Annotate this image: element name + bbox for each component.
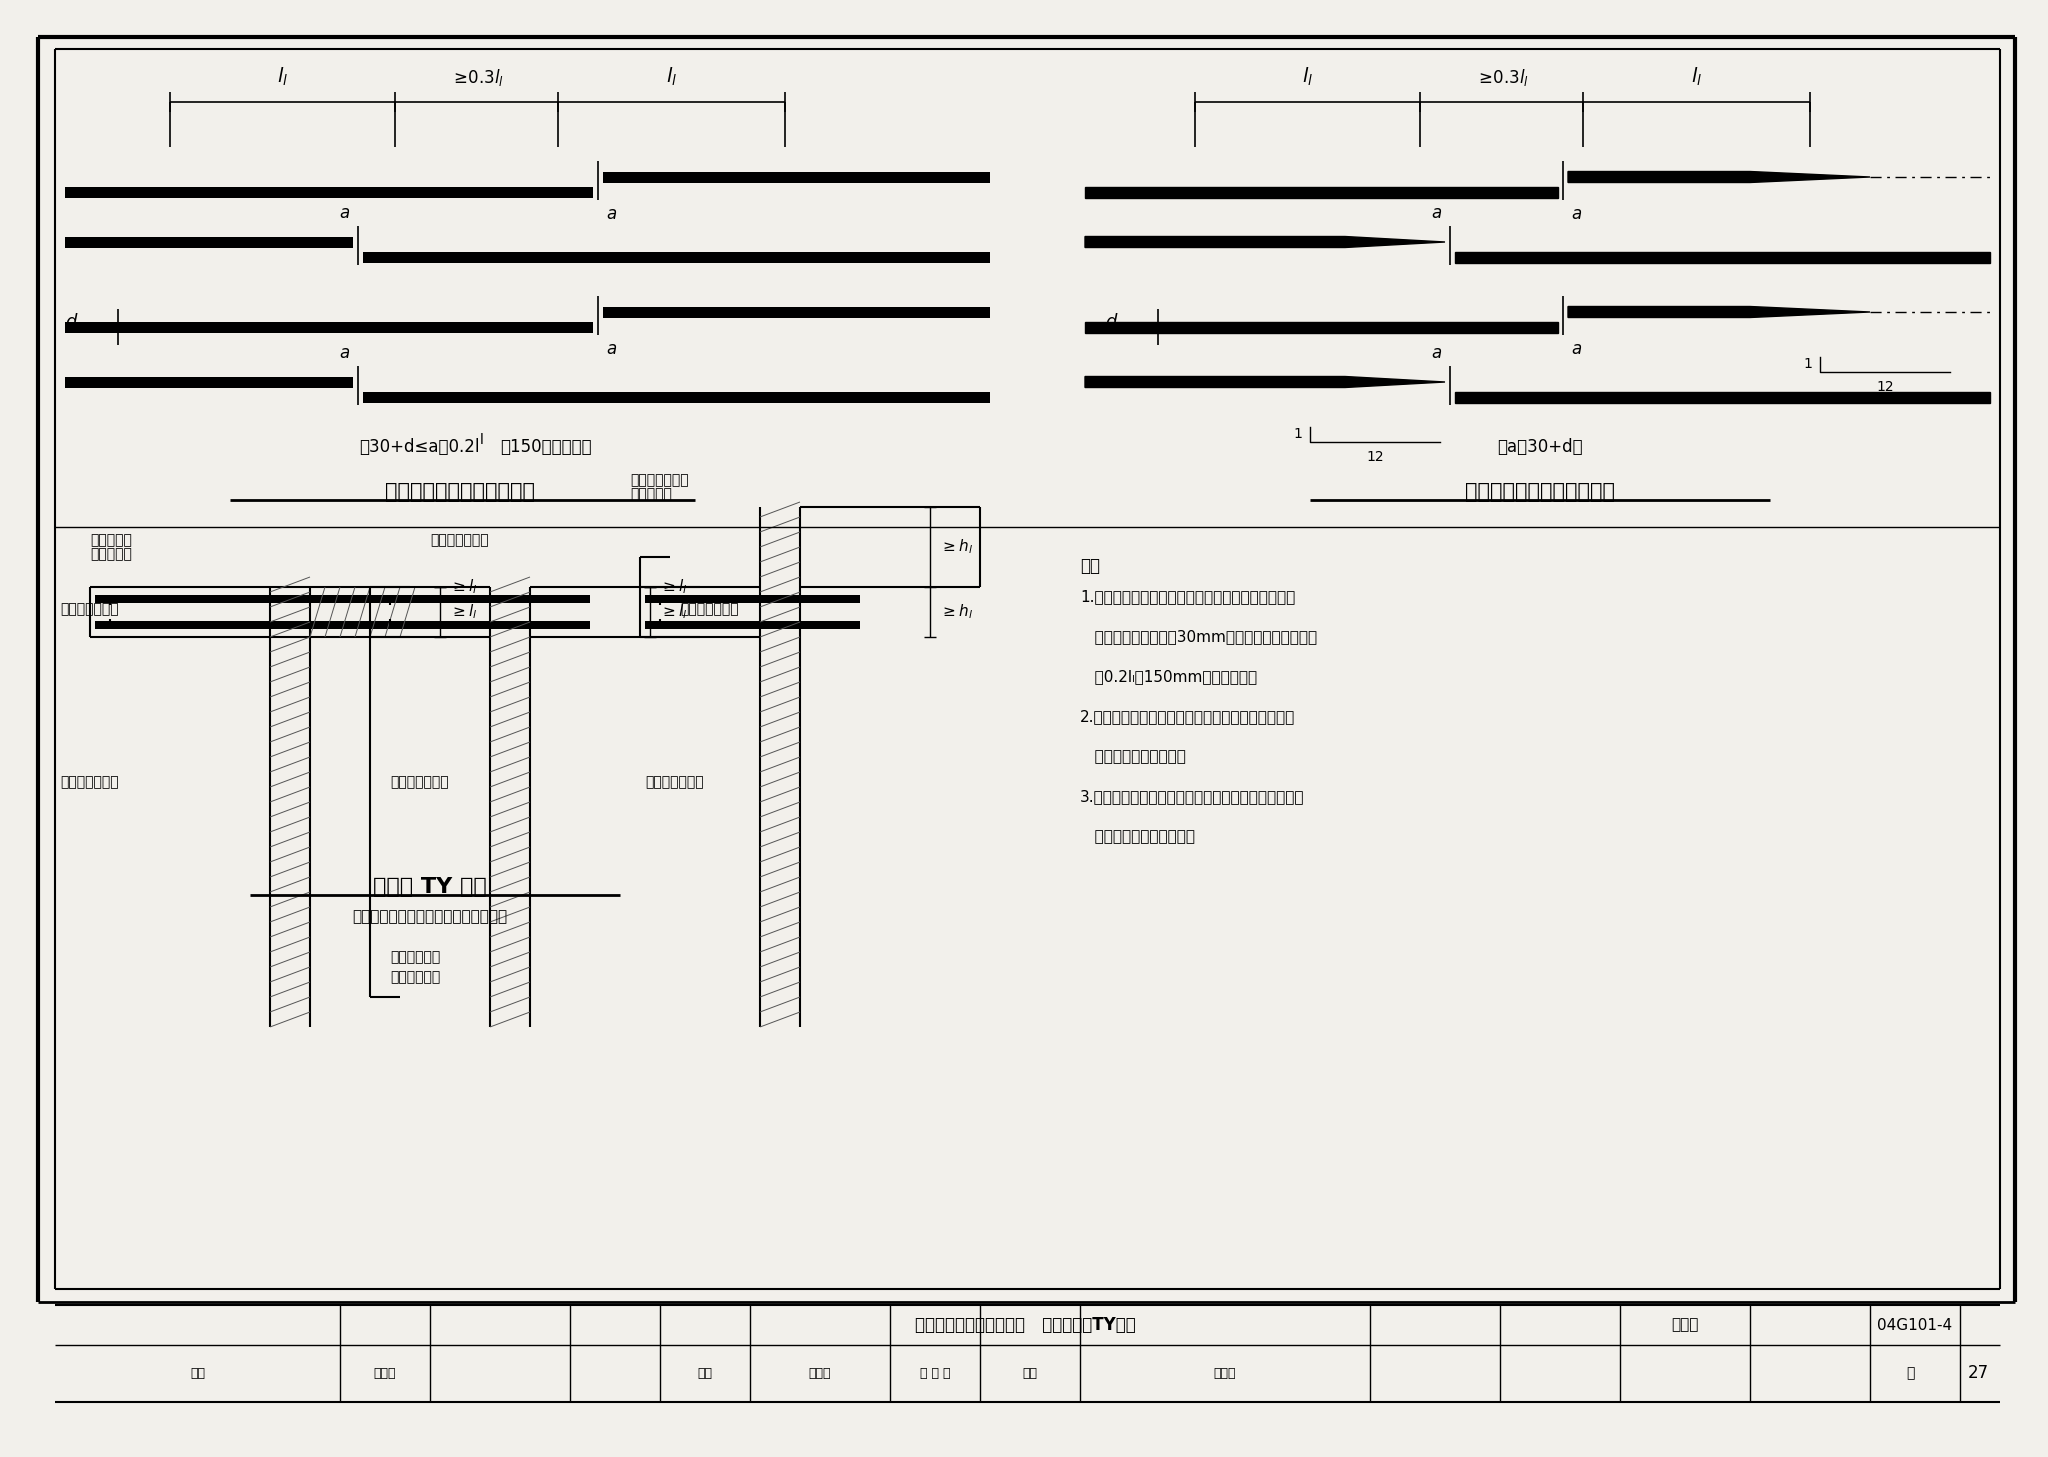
Text: $a$: $a$ — [606, 341, 616, 358]
Polygon shape — [1085, 186, 1559, 198]
Polygon shape — [1085, 322, 1559, 332]
Text: $\geq l_l$: $\geq l_l$ — [451, 577, 477, 596]
Text: 12: 12 — [1366, 450, 1384, 463]
Bar — [66, 376, 352, 388]
Text: $l_l$: $l_l$ — [276, 66, 289, 87]
Text: 纵向钢筋非接触搭接构造二: 纵向钢筋非接触搭接构造二 — [1464, 482, 1616, 503]
Text: $l_l$: $l_l$ — [1303, 66, 1313, 87]
Text: 27: 27 — [1968, 1365, 1989, 1383]
Text: $\geq l_l$: $\geq l_l$ — [659, 603, 688, 621]
Text: 12: 12 — [1876, 380, 1894, 393]
Text: 的钢筋净距不宜小于30mm，且钢筋中心距不应大: 的钢筋净距不宜小于30mm，且钢筋中心距不应大 — [1079, 629, 1317, 644]
Text: $\geq l_l$: $\geq l_l$ — [659, 577, 688, 596]
Text: $\geq h_l$: $\geq h_l$ — [940, 603, 973, 621]
Text: $a$: $a$ — [1571, 205, 1583, 223]
Text: （a＝30+d）: （a＝30+d） — [1497, 439, 1583, 456]
Text: $a$: $a$ — [1432, 205, 1442, 221]
Polygon shape — [1085, 236, 1446, 248]
Text: 纵向钢筋非接触搭接构造一: 纵向钢筋非接触搭接构造一 — [385, 482, 535, 503]
Text: 陈青永: 陈青永 — [1214, 1367, 1237, 1380]
Text: 详具体设计: 详具体设计 — [631, 487, 672, 501]
Text: 页: 页 — [1907, 1367, 1915, 1380]
Bar — [375, 621, 590, 629]
Bar — [645, 621, 860, 629]
Text: 檐板配筋图: 檐板配筋图 — [90, 533, 131, 546]
Bar — [66, 322, 594, 332]
Text: 1: 1 — [1802, 357, 1812, 372]
Polygon shape — [1569, 172, 1870, 182]
Text: 刘其祥: 刘其祥 — [809, 1367, 831, 1380]
Text: 悬挑板受力钢筋: 悬挑板受力钢筋 — [430, 533, 489, 546]
Bar — [94, 594, 389, 603]
Text: 采用非接触搭接构造二。: 采用非接触搭接构造二。 — [1079, 829, 1194, 844]
Text: 构造筋、分布筋: 构造筋、分布筋 — [389, 775, 449, 790]
Text: 注：: 注： — [1079, 557, 1100, 576]
Bar — [362, 252, 989, 262]
Text: 2.在搭接范围内，相互搭接的纵筋与横向钢筋的每个: 2.在搭接范围内，相互搭接的纵筋与横向钢筋的每个 — [1079, 710, 1294, 724]
Text: $\geq l_l$: $\geq l_l$ — [451, 603, 477, 621]
Text: 交叉点均应进行绑扎。: 交叉点均应进行绑扎。 — [1079, 749, 1186, 763]
Text: 详具体设计: 详具体设计 — [90, 546, 131, 561]
Text: 悬挑板受力钢筋: 悬挑板受力钢筋 — [680, 602, 739, 616]
Text: 图详具体设计: 图详具体设计 — [389, 970, 440, 983]
Text: 1.当采用非接触方式的绑扎搭接连接时，其搭接部位: 1.当采用非接触方式的绑扎搭接连接时，其搭接部位 — [1079, 589, 1294, 605]
Bar — [375, 594, 590, 603]
Text: $\geq h_l$: $\geq h_l$ — [940, 538, 973, 557]
Text: 板挑檐 TY 构造: 板挑檐 TY 构造 — [373, 877, 487, 898]
Bar — [602, 172, 989, 182]
Bar — [66, 186, 594, 198]
Text: 设计: 设计 — [1022, 1367, 1038, 1380]
Bar — [94, 621, 389, 629]
Text: $l_l$: $l_l$ — [666, 66, 678, 87]
Text: $a$: $a$ — [1432, 345, 1442, 361]
Text: $d$: $d$ — [66, 313, 78, 331]
Text: 校对: 校对 — [698, 1367, 713, 1380]
Text: 悬挑板受力钢筋: 悬挑板受力钢筋 — [59, 602, 119, 616]
Bar — [362, 392, 989, 402]
Bar — [645, 594, 860, 603]
Text: $l_l$: $l_l$ — [1692, 66, 1702, 87]
Text: 陈幼嘤: 陈幼嘤 — [373, 1367, 395, 1380]
Text: $a$: $a$ — [1571, 341, 1583, 358]
Bar — [602, 306, 989, 318]
Text: 构造筋、分布筋: 构造筋、分布筋 — [645, 775, 705, 790]
Polygon shape — [1569, 306, 1870, 318]
Polygon shape — [1085, 376, 1446, 388]
Text: 纵向钢筋非接触搭接构造   悬挑板挑檐TY构造: 纵向钢筋非接触搭接构造 悬挑板挑檐TY构造 — [915, 1316, 1135, 1335]
Text: 审核: 审核 — [190, 1367, 205, 1380]
Polygon shape — [1454, 392, 1991, 402]
Text: 于0.2lₗ及150mm中的较小者。: 于0.2lₗ及150mm中的较小者。 — [1079, 669, 1257, 683]
Text: 图集号: 图集号 — [1671, 1317, 1698, 1333]
Polygon shape — [1454, 252, 1991, 262]
Text: 04G101-4: 04G101-4 — [1878, 1317, 1952, 1333]
Text: $a$: $a$ — [606, 205, 616, 223]
Text: $\geq\!0.3l_l$: $\geq\!0.3l_l$ — [1475, 67, 1528, 87]
Text: （30+d≤a＜0.2l: （30+d≤a＜0.2l — [360, 439, 479, 456]
Text: l: l — [479, 433, 483, 447]
Bar — [66, 236, 352, 248]
Text: （悬挑板端部钢筋在檐板内连接构造）: （悬挑板端部钢筋在檐板内连接构造） — [352, 909, 508, 925]
Text: 构造筋、分布筋: 构造筋、分布筋 — [59, 775, 119, 790]
Text: 刘 其 绎: 刘 其 绎 — [920, 1367, 950, 1380]
Text: $a$: $a$ — [338, 205, 350, 221]
Text: 上翻檐板配筋图: 上翻檐板配筋图 — [631, 474, 688, 487]
Text: $a$: $a$ — [338, 345, 350, 361]
Text: 及150的较小者）: 及150的较小者） — [500, 439, 592, 456]
Text: 下悬檐板配筋: 下悬檐板配筋 — [389, 950, 440, 965]
Text: $\geq\!0.3l_l$: $\geq\!0.3l_l$ — [449, 67, 504, 87]
Text: 3.当纵向搭接钢筋的非搭接部分需要在一条轴线上时，: 3.当纵向搭接钢筋的非搭接部分需要在一条轴线上时， — [1079, 790, 1305, 804]
Text: 1: 1 — [1292, 427, 1303, 441]
Text: $d$: $d$ — [1106, 313, 1118, 331]
